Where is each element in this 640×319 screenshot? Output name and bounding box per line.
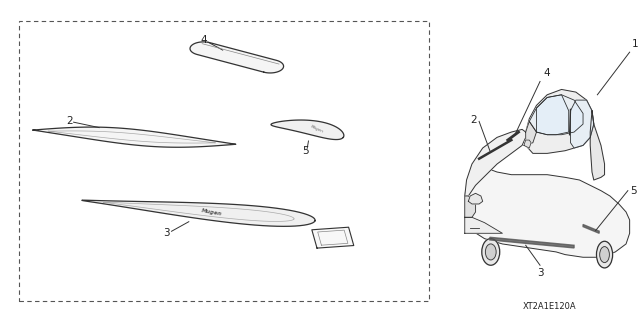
Polygon shape — [312, 227, 354, 248]
Polygon shape — [465, 217, 502, 233]
Text: Mugen: Mugen — [200, 208, 222, 216]
Polygon shape — [583, 225, 599, 233]
Text: 2: 2 — [66, 115, 72, 126]
Ellipse shape — [600, 247, 609, 263]
Ellipse shape — [596, 241, 612, 268]
Text: 5: 5 — [303, 145, 309, 156]
Polygon shape — [190, 42, 284, 73]
Ellipse shape — [482, 239, 500, 265]
Polygon shape — [529, 95, 583, 135]
Text: Mugen: Mugen — [310, 124, 324, 134]
Polygon shape — [590, 111, 605, 180]
Polygon shape — [524, 140, 531, 148]
Polygon shape — [465, 196, 476, 217]
Text: 4: 4 — [543, 68, 550, 78]
Polygon shape — [271, 120, 344, 139]
Text: 4: 4 — [200, 35, 207, 45]
Text: XT2A1E120A: XT2A1E120A — [522, 302, 576, 311]
Text: 3: 3 — [163, 228, 170, 238]
Polygon shape — [33, 127, 236, 147]
Ellipse shape — [485, 244, 496, 260]
Polygon shape — [82, 200, 315, 226]
Polygon shape — [536, 95, 569, 135]
Polygon shape — [490, 237, 574, 248]
Polygon shape — [525, 89, 594, 153]
Text: 3: 3 — [537, 268, 543, 278]
Polygon shape — [465, 130, 525, 196]
Polygon shape — [468, 193, 483, 204]
Text: 2: 2 — [470, 115, 477, 125]
Bar — [19, 21, 429, 301]
Polygon shape — [465, 169, 630, 257]
Text: 1: 1 — [632, 39, 638, 49]
Text: 5: 5 — [630, 186, 636, 196]
Polygon shape — [570, 100, 594, 148]
Polygon shape — [525, 122, 536, 145]
